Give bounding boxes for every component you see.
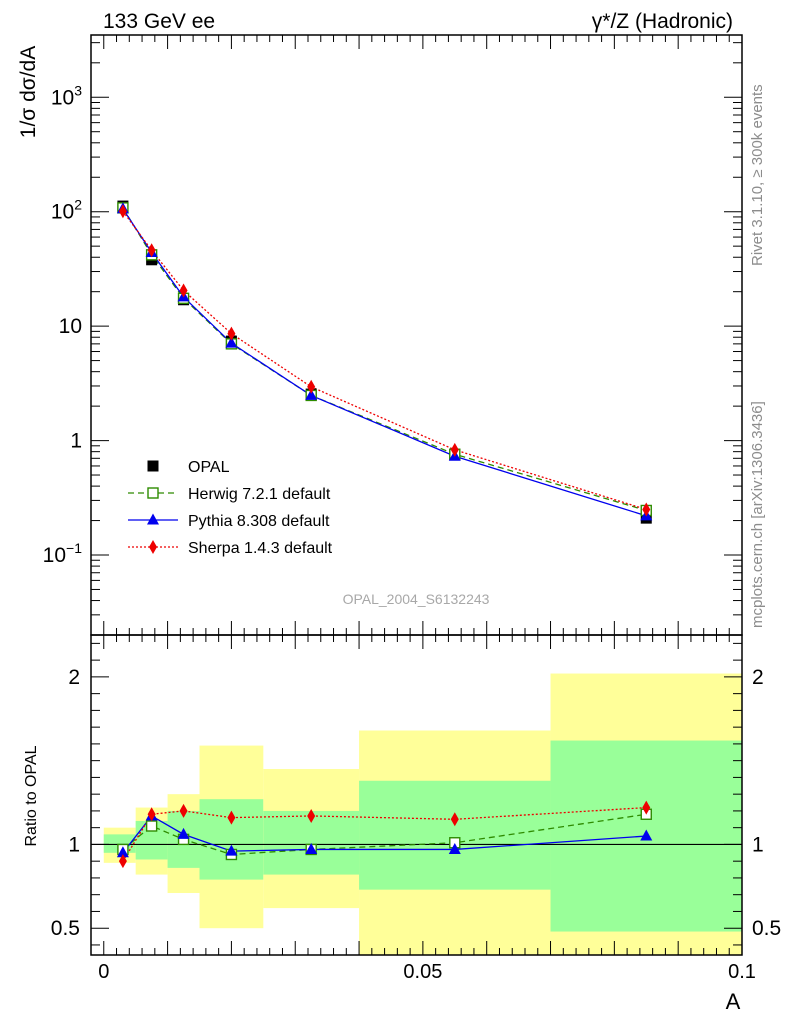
x-tick-label: 0.05 xyxy=(403,961,442,983)
chart-title-right: γ*/Z (Hadronic) xyxy=(592,10,733,33)
band-inner xyxy=(359,780,551,890)
ratio-point-herwig xyxy=(145,820,158,832)
ratio-point-pythia xyxy=(448,842,461,854)
legend-label-pythia: Pythia 8.308 default xyxy=(188,513,330,530)
ratio-point-pythia xyxy=(305,842,318,854)
data-point-sherpa xyxy=(118,204,127,219)
legend-label-herwig: Herwig 7.2.1 default xyxy=(188,486,331,503)
ratio-panel: 0 0.05 0.1 0.5 0.5 1 1 2 2 Ratio to OPAL A xyxy=(23,634,781,1014)
data-point-sherpa xyxy=(642,502,651,517)
ratio-y-tick-label-right: 1 xyxy=(752,833,764,856)
ratio-y-tick-label: 2 xyxy=(68,666,80,689)
analysis-id-label: OPAL_2004_S6132243 xyxy=(343,591,490,607)
ratio-y-tick-label: 1 xyxy=(68,833,80,856)
ratio-y-tick-label-right: 0.5 xyxy=(752,917,781,940)
data-point-pythia xyxy=(305,388,318,400)
y-tick-label: 10−1 xyxy=(43,540,83,567)
y-tick-label: 102 xyxy=(51,197,82,224)
legend-marker-pythia xyxy=(147,513,159,525)
ratio-y-tick-label: 0.5 xyxy=(51,917,80,940)
ratio-point-sherpa xyxy=(642,800,651,815)
ratio-point-pythia xyxy=(225,844,238,856)
main-y-axis-label: 1/σ dσ/dA xyxy=(17,46,40,138)
ratio-point-sherpa xyxy=(450,812,459,827)
main-panel: 10−1 1 10 102 103 1/σ dσ/dA OPAL_2004_S61322… xyxy=(17,34,743,636)
x-tick-label: 0.1 xyxy=(728,961,756,983)
legend-marker-data xyxy=(147,460,159,472)
rivet-label: Rivet 3.1.10, ≥ 300k events xyxy=(749,84,766,266)
ratio-point-sherpa xyxy=(227,810,236,825)
data-point-sherpa xyxy=(450,442,459,457)
y-tick-label: 10 xyxy=(59,315,82,338)
x-axis-label: A xyxy=(726,989,741,1014)
ratio-point-pythia xyxy=(177,827,190,839)
ratio-point-sherpa xyxy=(147,807,156,822)
ratio-point-pythia xyxy=(640,829,653,841)
y-tick-label: 1 xyxy=(70,430,82,453)
ratio-point-pythia xyxy=(116,846,129,858)
ratio-point-sherpa xyxy=(118,854,127,869)
chart-title-left: 133 GeV ee xyxy=(103,10,215,33)
data-point-sherpa xyxy=(179,283,188,298)
data-point-sherpa xyxy=(227,326,236,341)
ratio-plot-marks xyxy=(116,800,653,869)
main-plot-marks xyxy=(116,200,653,524)
legend: OPAL Herwig 7.2.1 default Pythia 8.308 def… xyxy=(128,459,333,557)
legend-label-data: OPAL xyxy=(188,459,230,476)
data-point-pythia xyxy=(225,336,238,348)
ratio-y-tick-label-right: 2 xyxy=(752,666,764,689)
legend-marker-sherpa xyxy=(149,540,157,554)
y-tick-label: 103 xyxy=(51,82,82,109)
x-tick-label: 0 xyxy=(98,961,109,983)
ratio-y-axis-label: Ratio to OPAL xyxy=(23,745,40,846)
data-point-sherpa xyxy=(307,379,316,394)
ratio-frame xyxy=(90,634,743,956)
legend-label-sherpa: Sherpa 1.4.3 default xyxy=(188,540,333,557)
legend-marker-herwig xyxy=(147,487,159,499)
ratio-axis-ticks: 0 0.05 0.1 0.5 0.5 1 1 2 2 xyxy=(51,635,781,983)
data-point-sherpa xyxy=(147,243,156,258)
main-axis-ticks: 10−1 1 10 102 103 xyxy=(43,35,743,636)
ratio-point-sherpa xyxy=(307,808,316,823)
ratio-point-sherpa xyxy=(179,803,188,818)
mcplots-label: mcplots.cern.ch [arXiv:1306.3436] xyxy=(749,401,766,628)
